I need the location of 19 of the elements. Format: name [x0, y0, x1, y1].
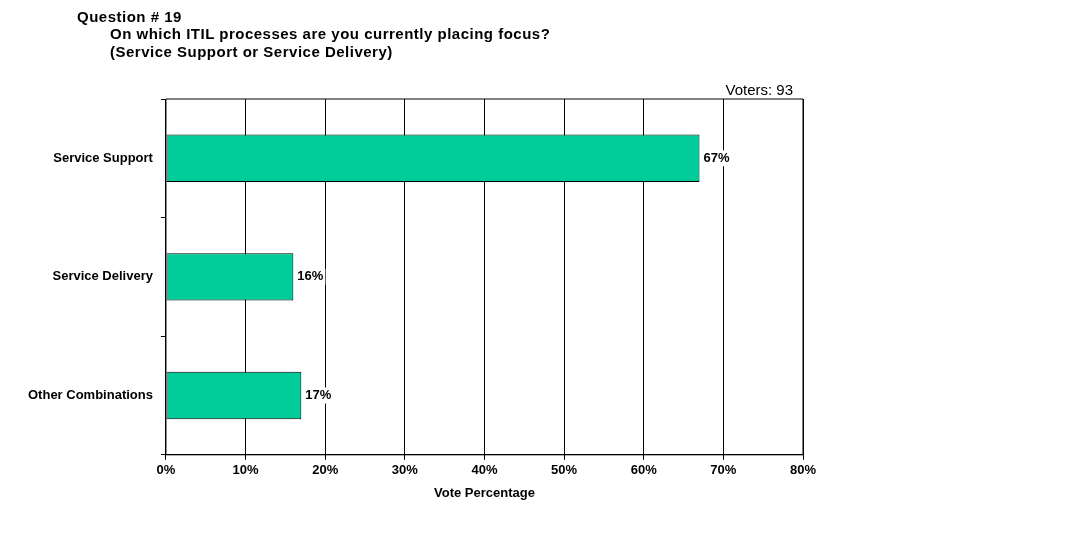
- y-tick-label: Service Support: [53, 149, 154, 165]
- y-tick-label: Other Combinations: [27, 387, 153, 403]
- text: Voters: 93: [725, 80, 793, 98]
- y-tick-label: Service Delivery: [52, 268, 154, 284]
- x-tick-label: 80%: [789, 462, 817, 478]
- x-tick-label: 30%: [391, 462, 419, 478]
- data-label: 67%: [703, 149, 730, 165]
- chart-title: Question # 19: [77, 8, 182, 25]
- data-label: 16%: [297, 268, 324, 284]
- x-tick-label: 20%: [312, 462, 339, 478]
- x-tick-label: 40%: [471, 462, 498, 478]
- x-tick-label: 0%: [156, 462, 176, 478]
- chart-subtitle: On which ITIL processes are you currently placing focus? (Service Support or Service Delivery): [110, 25, 551, 61]
- x-tick-label: 50%: [551, 462, 578, 478]
- x-tick-label: 70%: [710, 462, 737, 478]
- data-label: 17%: [305, 387, 332, 403]
- x-axis-title: Vote Percentage: [434, 484, 535, 500]
- x-tick-label: 10%: [232, 462, 260, 478]
- x-tick-label: 60%: [630, 462, 658, 478]
